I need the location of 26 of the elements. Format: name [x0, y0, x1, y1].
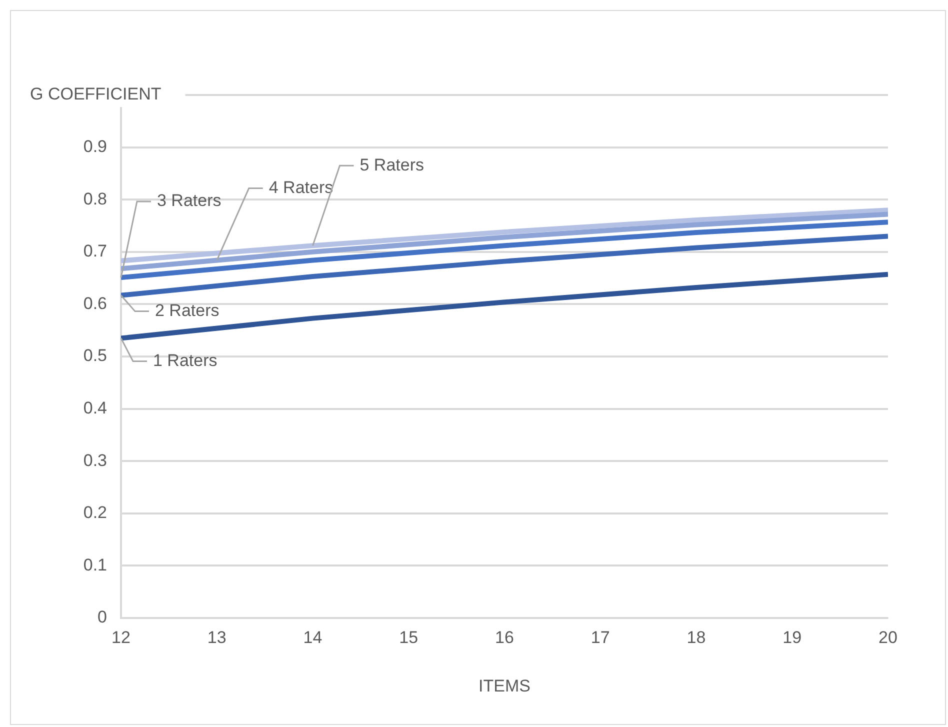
y-tick-label: 0.8 — [83, 189, 107, 208]
x-tick-label: 14 — [303, 628, 322, 647]
text: 3 Raters — [157, 191, 222, 210]
x-tick-label: 15 — [399, 628, 418, 647]
y-axis-title: G COEFFICIENT — [30, 84, 162, 104]
y-tick-label: 0.2 — [83, 503, 107, 522]
y-tick-label: 0.1 — [83, 555, 107, 574]
y-tick-label: 0.4 — [83, 398, 107, 418]
x-tick-label: 12 — [112, 628, 130, 647]
x-tick-label: 16 — [495, 628, 514, 647]
y-tick-label: 0.3 — [83, 450, 107, 470]
y-tick-label: 0.7 — [83, 242, 107, 261]
text: 5 Raters — [360, 155, 424, 174]
series-label: 2 Raters — [155, 300, 220, 320]
x-tick-label: 17 — [590, 628, 610, 647]
x-tick-label: 18 — [686, 628, 706, 647]
y-tick-label: 0 — [98, 608, 107, 627]
x-tick-label: 20 — [878, 628, 898, 647]
series-label: 1 Raters — [153, 350, 218, 370]
y-tick-label: 0.5 — [83, 346, 107, 366]
x-tick-label: 19 — [782, 628, 802, 647]
x-axis-title: ITEMS — [478, 676, 530, 696]
y-tick-label: 0.6 — [83, 294, 107, 313]
y-tick-label: 0.9 — [83, 136, 107, 156]
x-tick-label: 13 — [207, 628, 226, 647]
text: 4 Raters — [268, 178, 334, 197]
